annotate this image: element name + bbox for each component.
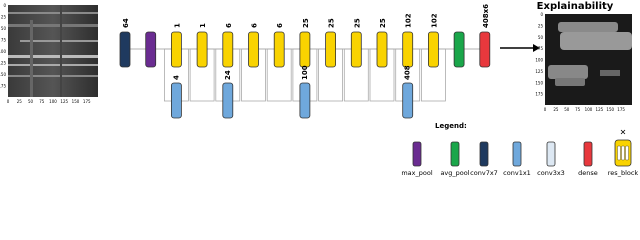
y-tick-label: 150 xyxy=(535,80,543,85)
y-tick-label: 0 xyxy=(540,12,543,17)
legend-label: conv1x1 xyxy=(503,169,531,177)
y-tick-label: 125 xyxy=(535,69,543,74)
x-tick-label: 25 xyxy=(17,99,23,104)
res_block xyxy=(222,31,234,68)
legend-icon-x xyxy=(620,129,626,135)
res_block xyxy=(376,31,388,68)
diagram: Legend: 64 1 4 1 6 24 6 6 25 100 25 25 25 102 408 102 40… xyxy=(0,1,639,177)
layer-label: 25 xyxy=(353,18,361,28)
legend: max_pool avg_pool conv7x7 conv1x1 conv3x3 den… xyxy=(401,129,639,177)
y-tick-label: 25 xyxy=(1,15,7,20)
res_block xyxy=(299,31,311,68)
legend-label: res_block xyxy=(608,169,639,177)
network: 64 1 4 1 6 24 6 6 25 100 25 25 25 102 408 102 408x6 xyxy=(119,4,491,119)
y-tick-label: 100 xyxy=(0,49,6,54)
layer-label: 6 xyxy=(276,23,284,28)
x-tick-label: 0 xyxy=(7,99,10,104)
avg_pool xyxy=(453,31,465,68)
legend-label: max_pool xyxy=(401,169,432,177)
layer-label: 102 xyxy=(430,13,438,28)
y-tick-label: 175 xyxy=(0,84,6,89)
y-tick-label: 25 xyxy=(538,23,544,28)
x-tick-label: 175 xyxy=(83,99,91,104)
legend-icon-part xyxy=(617,145,621,161)
legend-label: avg_pool xyxy=(440,169,469,177)
res_block xyxy=(170,31,182,68)
layer-label: 25 xyxy=(379,18,387,28)
input-image xyxy=(8,5,98,97)
y-tick-label: 100 xyxy=(535,58,543,63)
res_block xyxy=(402,31,414,68)
layer-label: 25 xyxy=(302,18,310,28)
res_block xyxy=(248,31,259,68)
conv1x1 xyxy=(402,82,414,119)
y-tick-label: 75 xyxy=(538,46,544,51)
x-tick-label: 125 xyxy=(60,99,68,104)
x-tick-label: 75 xyxy=(575,107,581,112)
layer-label: 25 xyxy=(328,18,336,28)
layer-label: 1 xyxy=(173,23,181,28)
layer-label: 6 xyxy=(251,23,259,28)
x-tick-label: 125 xyxy=(596,107,604,112)
x-tick-label: 50 xyxy=(564,107,570,112)
legend-icon xyxy=(479,141,489,167)
shortcut-label: 4 xyxy=(172,75,180,80)
x-tick-label: 100 xyxy=(49,99,57,104)
conv7x7 xyxy=(119,31,131,68)
x-tick-label: 0 xyxy=(544,107,547,112)
legend-icon-part xyxy=(625,145,629,161)
output-title: Explainability xyxy=(537,1,614,12)
layer-label: 64 xyxy=(122,18,130,28)
layer-label: 102 xyxy=(405,13,413,28)
y-tick-label: 125 xyxy=(0,61,6,66)
output-image xyxy=(545,14,632,105)
layer-label: 1 xyxy=(199,23,207,28)
res_block xyxy=(427,31,439,68)
res_block xyxy=(325,31,337,68)
legend-icon xyxy=(512,141,522,167)
y-tick-label: 175 xyxy=(535,92,543,97)
shortcut-label: 408 xyxy=(404,65,412,80)
conv1x1 xyxy=(170,82,182,119)
shortcut-label: 100 xyxy=(301,65,309,80)
shortcut-label: 24 xyxy=(224,70,232,80)
x-tick-label: 175 xyxy=(617,107,625,112)
legend-label: conv7x7 xyxy=(470,169,498,177)
res_block xyxy=(350,31,362,68)
y-tick-label: 150 xyxy=(0,72,6,77)
legend-label: dense xyxy=(578,169,598,177)
dense xyxy=(479,31,491,68)
conv1x1 xyxy=(222,82,234,119)
legend-icon xyxy=(450,141,460,167)
legend-icon-part xyxy=(621,145,625,161)
x-tick-label: 150 xyxy=(72,99,80,104)
x-tick-label: 75 xyxy=(39,99,45,104)
arrow-head xyxy=(533,44,540,52)
res_block xyxy=(196,31,208,68)
legend-icon xyxy=(546,141,556,167)
x-tick-label: 50 xyxy=(28,99,34,104)
x-tick-label: 150 xyxy=(606,107,614,112)
legend-icon xyxy=(412,141,422,167)
y-tick-label: 50 xyxy=(1,26,7,31)
legend-label: conv3x3 xyxy=(537,169,565,177)
x-tick-label: 25 xyxy=(553,107,559,112)
legend-icon xyxy=(583,141,593,167)
legend-title: Legend: xyxy=(435,122,467,130)
res_block xyxy=(273,31,285,68)
max_pool xyxy=(145,31,157,68)
y-tick-label: 50 xyxy=(538,35,544,40)
conv1x1 xyxy=(299,82,311,119)
layer-label: 6 xyxy=(225,23,233,28)
y-tick-label: 0 xyxy=(3,3,6,8)
layer-label: 408x6 xyxy=(482,4,490,28)
y-tick-label: 75 xyxy=(1,38,7,43)
x-tick-label: 100 xyxy=(585,107,593,112)
